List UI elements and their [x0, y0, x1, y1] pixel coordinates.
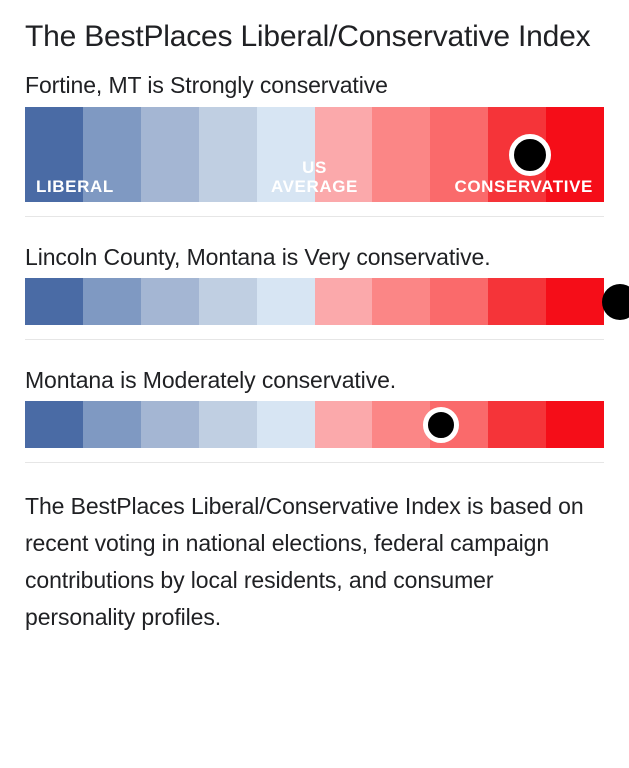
scale-segment	[372, 107, 431, 202]
section-heading-montana: Montana is Moderately conservative.	[25, 367, 397, 393]
section-divider	[25, 462, 604, 463]
spacer	[25, 202, 604, 216]
scale-segment	[488, 401, 547, 448]
index-scale-bar-montana	[25, 401, 605, 448]
scale-segment	[82, 107, 141, 202]
scale-segment	[198, 278, 257, 325]
scale-segment	[140, 107, 199, 202]
scale-segment	[488, 278, 547, 325]
spacer	[25, 448, 604, 462]
scale-segment	[430, 107, 489, 202]
index-scale-bar-lincoln-county	[25, 278, 629, 325]
scale-segment	[25, 278, 83, 325]
index-section-montana: Montana is Moderately conservative.	[25, 365, 605, 448]
index-marker-fortine	[509, 133, 552, 176]
spacer	[25, 463, 604, 488]
scale-segment	[82, 278, 141, 325]
section-heading-fortine: Fortine, MT is Strongly conservative	[25, 72, 388, 98]
index-description-text: The BestPlaces Liberal/Conservative Inde…	[25, 493, 584, 630]
section-divider	[25, 339, 604, 340]
scale-segment	[314, 401, 373, 448]
scale-segment	[256, 278, 315, 325]
scale-segment	[198, 107, 257, 202]
scale-segment	[314, 278, 373, 325]
section-heading-lincoln-county: Lincoln County, Montana is Very conserva…	[25, 244, 491, 270]
scale-segment	[25, 401, 83, 448]
scale-segment	[314, 107, 373, 202]
section-divider	[25, 216, 604, 217]
scale-segment	[430, 278, 489, 325]
index-section-lincoln-county: Lincoln County, Montana is Very conserva…	[25, 242, 629, 325]
index-section-fortine: Fortine, MT is Strongly conservative LIB…	[25, 56, 605, 202]
index-marker-montana	[422, 406, 459, 443]
scale-segment	[140, 401, 199, 448]
scale-segment	[256, 401, 315, 448]
scale-segment	[256, 107, 315, 202]
spacer	[25, 325, 604, 339]
page-title: The BestPlaces Liberal/Conservative Inde…	[25, 20, 591, 53]
scale-segment	[140, 278, 199, 325]
scale-segment	[25, 107, 83, 202]
scale-segment	[372, 278, 431, 325]
scale-segment	[546, 278, 605, 325]
scale-segment	[546, 107, 605, 202]
index-marker-lincoln-county	[602, 283, 629, 320]
spacer	[25, 217, 604, 242]
scale-segment	[198, 401, 257, 448]
scale-segment	[372, 401, 431, 448]
index-scale-bar-fortine: LIBERAL US AVERAGE CONSERVATIVE	[25, 107, 605, 202]
scale-segment	[546, 401, 605, 448]
scale-segment	[82, 401, 141, 448]
spacer	[25, 340, 604, 365]
